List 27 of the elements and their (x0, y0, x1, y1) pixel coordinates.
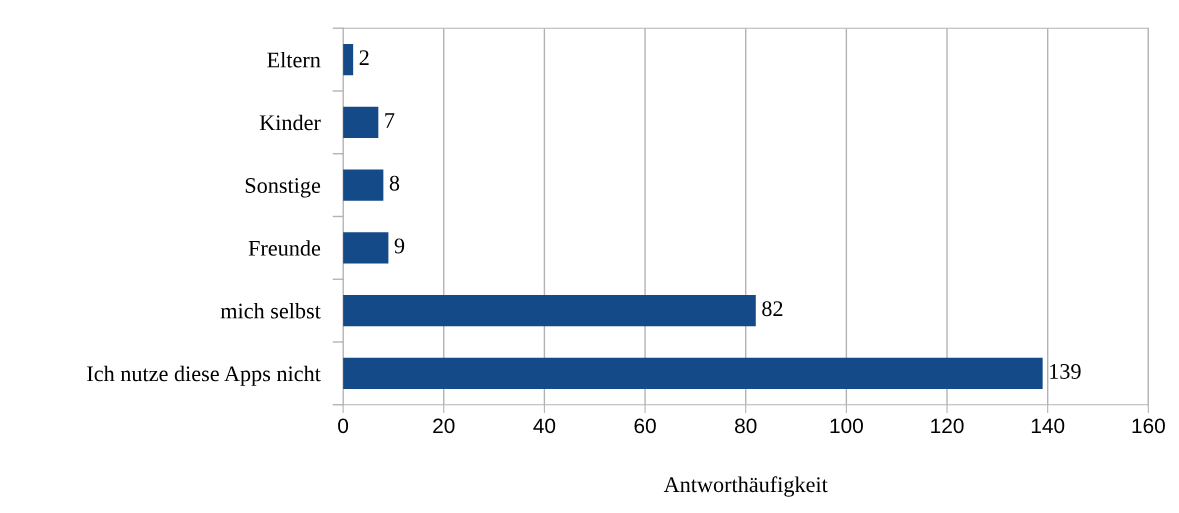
data-label: 7 (385, 113, 395, 128)
x-tick-label: 160 (1132, 418, 1165, 434)
data-label: 2 (359, 50, 369, 65)
bar (343, 106, 379, 139)
data-label: 9 (394, 238, 405, 254)
bar (343, 169, 384, 201)
x-tick-label: 80 (735, 418, 757, 434)
x-axis-title: Antworthäufigkeit (663, 476, 828, 497)
bar (343, 357, 1043, 390)
bar (343, 294, 756, 327)
x-tick-label: 0 (338, 418, 349, 434)
data-label: 82 (762, 301, 783, 317)
y-tick-label: Ich nutze diese Apps nicht (87, 365, 321, 386)
y-tick-label: Kinder (259, 114, 321, 131)
x-tick-label: 120 (931, 418, 964, 434)
data-label: 8 (389, 175, 400, 191)
data-label: 139 (1050, 364, 1081, 379)
y-tick-label: Eltern (267, 51, 321, 68)
y-tick-label: Sonstige (245, 178, 321, 198)
bar (343, 232, 389, 264)
x-tick-label: 100 (830, 418, 863, 434)
x-tick-label: 60 (634, 418, 656, 434)
x-tick-label: 20 (433, 418, 455, 434)
y-tick-label: mich selbst (220, 302, 321, 319)
y-tick-label: Freunde (248, 240, 321, 256)
x-tick-label: 140 (1031, 418, 1065, 434)
x-tick-label: 40 (533, 418, 556, 434)
